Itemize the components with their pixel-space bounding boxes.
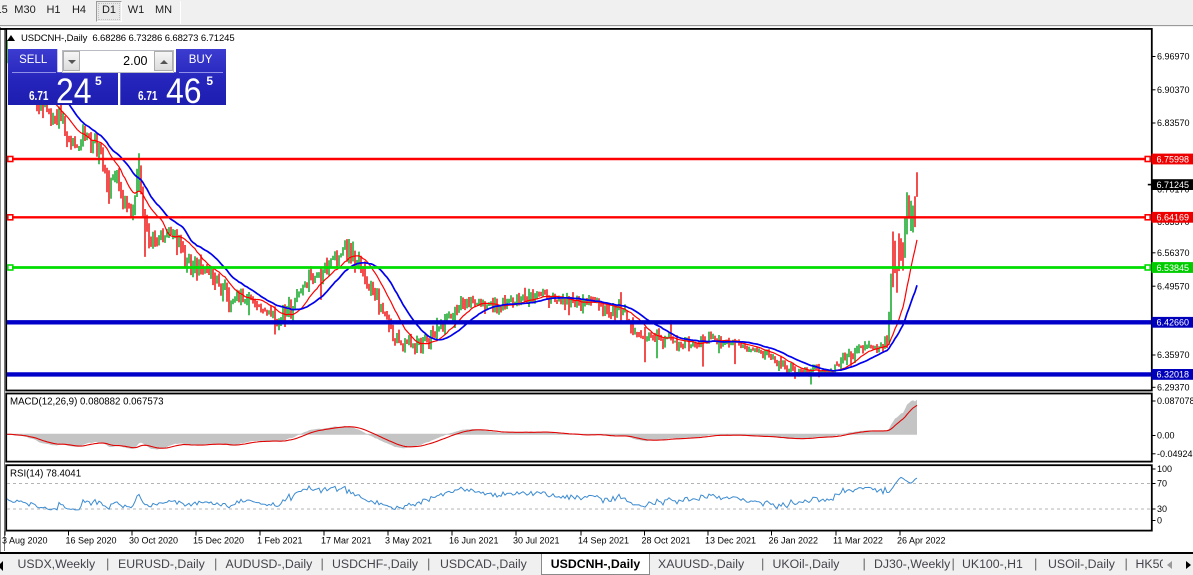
svg-text:6.64169: 6.64169 — [1157, 213, 1190, 223]
svg-text:-0.049247: -0.049247 — [1157, 449, 1193, 459]
svg-text:30 Jul 2021: 30 Jul 2021 — [513, 536, 560, 546]
svg-text:6.90370: 6.90370 — [1157, 85, 1190, 95]
svg-text:14 Sep 2021: 14 Sep 2021 — [578, 536, 629, 546]
svg-text:30: 30 — [1157, 504, 1167, 514]
svg-text:6.71245: 6.71245 — [1157, 180, 1190, 190]
svg-text:16 Jun 2021: 16 Jun 2021 — [449, 536, 499, 546]
svg-text:3 May 2021: 3 May 2021 — [385, 536, 432, 546]
svg-text:16 Sep 2020: 16 Sep 2020 — [66, 536, 117, 546]
svg-text:MACD(12,26,9) 0.080882 0.06757: MACD(12,26,9) 0.080882 0.067573 — [10, 397, 164, 408]
svg-text:0.087078: 0.087078 — [1157, 396, 1193, 406]
svg-text:6.42660: 6.42660 — [1157, 318, 1190, 328]
svg-text:17 Mar 2021: 17 Mar 2021 — [321, 536, 372, 546]
svg-text:0: 0 — [1157, 516, 1162, 526]
svg-text:6.35970: 6.35970 — [1157, 350, 1190, 360]
svg-text:28 Oct 2021: 28 Oct 2021 — [642, 536, 691, 546]
svg-text:70: 70 — [1157, 479, 1167, 489]
svg-text:6.53845: 6.53845 — [1157, 263, 1190, 273]
svg-text:1 Feb 2021: 1 Feb 2021 — [257, 536, 303, 546]
svg-text:RSI(14) 78.4041: RSI(14) 78.4041 — [10, 469, 81, 480]
svg-text:0.00: 0.00 — [1157, 431, 1175, 441]
svg-text:13 Dec 2021: 13 Dec 2021 — [705, 536, 756, 546]
svg-text:26 Apr 2022: 26 Apr 2022 — [897, 536, 946, 546]
svg-text:100: 100 — [1157, 464, 1172, 474]
svg-text:6.29370: 6.29370 — [1157, 383, 1190, 393]
svg-text:11 Mar 2022: 11 Mar 2022 — [833, 536, 883, 546]
svg-text:3 Aug 2020: 3 Aug 2020 — [2, 536, 48, 546]
svg-text:6.49570: 6.49570 — [1157, 281, 1190, 291]
svg-text:6.56370: 6.56370 — [1157, 248, 1190, 258]
svg-text:26 Jan 2022: 26 Jan 2022 — [769, 536, 819, 546]
svg-text:6.96970: 6.96970 — [1157, 52, 1190, 62]
svg-text:6.83570: 6.83570 — [1157, 118, 1190, 128]
svg-text:6.32018: 6.32018 — [1157, 370, 1190, 380]
svg-text:30 Oct 2020: 30 Oct 2020 — [129, 536, 178, 546]
svg-text:15 Dec 2020: 15 Dec 2020 — [193, 536, 244, 546]
svg-text:6.75998: 6.75998 — [1157, 154, 1190, 164]
